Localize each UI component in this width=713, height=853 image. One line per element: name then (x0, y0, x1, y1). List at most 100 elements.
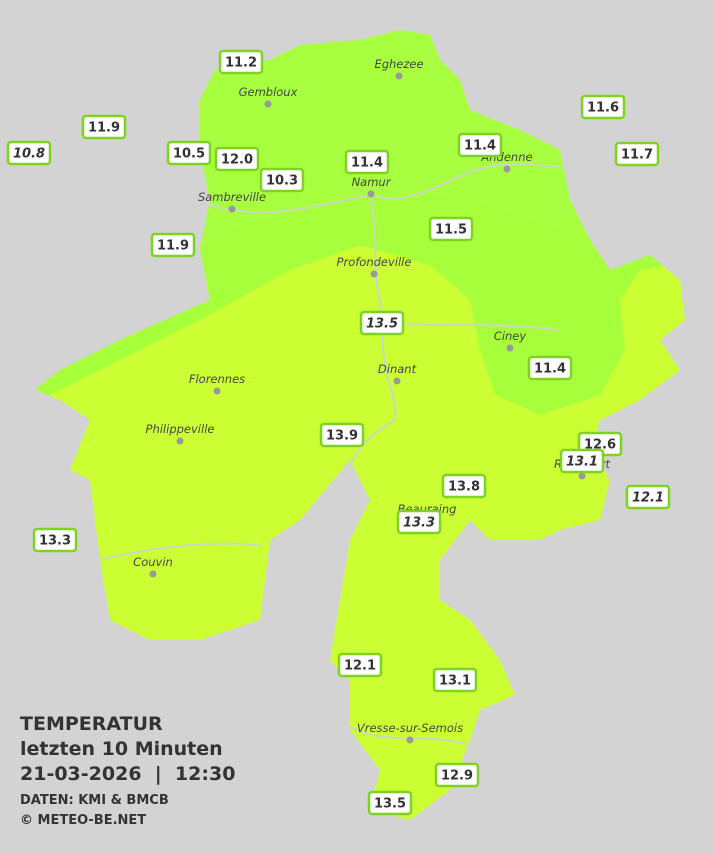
station-label: 13.5 (367, 790, 413, 816)
station-box (432, 667, 478, 693)
station-box (614, 141, 660, 167)
station-box (441, 473, 487, 499)
station-value: 10.3 (266, 174, 298, 189)
legend-source: DATEN: KMI & BMCB (20, 793, 169, 808)
city-dot (406, 736, 414, 744)
station-label: 11.9 (81, 114, 127, 140)
city-dot (393, 377, 401, 385)
station-box (344, 149, 390, 175)
river-sambre-meuse (209, 159, 601, 214)
station-box (434, 762, 480, 788)
station-value: 13.3 (39, 534, 71, 549)
station-value: 13.9 (326, 429, 358, 444)
station-box (150, 232, 196, 258)
station-box (337, 652, 383, 678)
station-value: 11.2 (225, 56, 257, 71)
station-label: 10.5 (166, 140, 212, 166)
city-name: Philippeville (146, 422, 215, 436)
station-box (259, 167, 305, 193)
station-label: 11.4 (457, 132, 503, 158)
city-name: Sambreville (198, 190, 266, 204)
city-name: Vresse-sur-Semois (357, 721, 463, 735)
station-value: 13.1 (566, 455, 598, 470)
station-box (428, 216, 474, 242)
station-value: 13.5 (366, 317, 398, 332)
station-box (527, 355, 573, 381)
station-label: 11.9 (150, 232, 196, 258)
station-label: 12.9 (434, 762, 480, 788)
station-label: 12.1 (337, 652, 383, 678)
city-name: Namur (352, 175, 392, 189)
station-box (6, 140, 52, 166)
station-label: 13.3 (32, 527, 78, 553)
station-box (218, 49, 264, 75)
station-value: 10.5 (173, 147, 205, 162)
city-dot (149, 570, 157, 578)
legend-credit: © METEO-BE.NET (20, 813, 146, 828)
city-dot (395, 72, 403, 80)
station-box (457, 132, 503, 158)
city-dot (228, 205, 236, 213)
station-label: 11.4 (527, 355, 573, 381)
station-value: 11.4 (464, 139, 496, 154)
city-dot (578, 472, 586, 480)
station-value: 11.9 (88, 121, 120, 136)
legend-datetime: 21-03-2026 | 12:30 (20, 763, 235, 785)
station-box (214, 146, 260, 172)
station-value: 13.5 (374, 797, 406, 812)
station-value: 13.8 (448, 480, 480, 495)
station-value: 11.5 (435, 223, 467, 238)
station-label: 11.6 (580, 94, 626, 120)
station-value: 12.9 (441, 769, 473, 784)
station-value: 13.1 (439, 674, 471, 689)
station-box (166, 140, 212, 166)
station-label: 13.9 (319, 422, 365, 448)
city-name: Eghezee (374, 57, 423, 71)
city-dot (503, 165, 511, 173)
station-box (359, 310, 405, 336)
station-value: 11.9 (157, 239, 189, 254)
station-value: 11.6 (587, 101, 619, 116)
city-dot (367, 190, 375, 198)
station-box (559, 448, 605, 474)
station-label: 11.7 (614, 141, 660, 167)
city-name: Gembloux (239, 85, 298, 99)
station-label: 13.8 (441, 473, 487, 499)
legend-title: TEMPERATUR (20, 713, 163, 735)
river-semois (339, 719, 471, 746)
legend-subtitle: letzten 10 Minuten (20, 738, 223, 760)
station-value: 11.4 (534, 362, 566, 377)
station-label: 10.3 (259, 167, 305, 193)
station-label: 10.8 (6, 140, 52, 166)
station-box (580, 94, 626, 120)
station-box (396, 509, 442, 535)
station-label: 11.5 (428, 216, 474, 242)
station-label: 12.1 (625, 484, 671, 510)
station-label: 11.2 (218, 49, 264, 75)
station-label: 12.0 (214, 146, 260, 172)
river-viroin (99, 542, 261, 561)
station-label: 11.4 (344, 149, 390, 175)
city-dot (264, 100, 272, 108)
station-value: 12.1 (344, 659, 376, 674)
station-box (367, 790, 413, 816)
city-name: Ciney (494, 329, 527, 343)
city-dot (506, 344, 514, 352)
station-box (32, 527, 78, 553)
city-name: Profondeville (337, 255, 412, 269)
city-name: Florennes (189, 372, 245, 386)
station-box (81, 114, 127, 140)
city-dot (370, 270, 378, 278)
station-value: 13.3 (403, 516, 435, 531)
station-value: 11.4 (351, 156, 383, 171)
station-value: 11.7 (621, 148, 653, 163)
station-value: 12.1 (632, 491, 664, 506)
city-dot (176, 437, 184, 445)
city-dot (213, 387, 221, 395)
station-value: 10.8 (13, 147, 45, 162)
station-label: 13.1 (432, 667, 478, 693)
city-name: Couvin (133, 555, 173, 569)
station-value: 12.0 (221, 153, 253, 168)
station-label: 13.1 (559, 448, 605, 474)
